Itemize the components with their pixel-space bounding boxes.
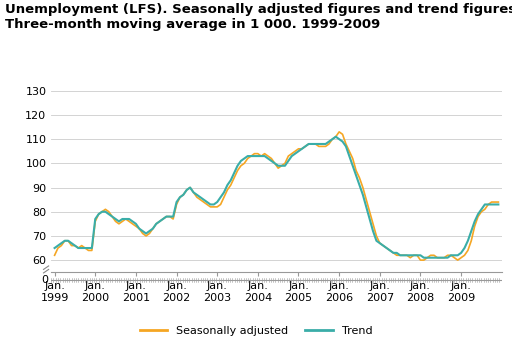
Seasonally adjusted	[417, 258, 423, 262]
Seasonally adjusted	[411, 253, 417, 257]
Trend	[414, 253, 420, 257]
Seasonally adjusted	[336, 130, 342, 134]
Text: 0: 0	[41, 275, 49, 285]
Trend	[495, 202, 501, 207]
Trend	[201, 198, 207, 202]
Line: Seasonally adjusted: Seasonally adjusted	[55, 132, 498, 260]
Legend: Seasonally adjusted, Trend: Seasonally adjusted, Trend	[135, 321, 377, 340]
Seasonally adjusted	[414, 253, 420, 257]
Seasonally adjusted	[495, 200, 501, 204]
Trend	[52, 246, 58, 250]
Line: Trend: Trend	[55, 137, 498, 258]
Trend	[411, 253, 417, 257]
Trend	[333, 135, 339, 139]
Seasonally adjusted	[201, 200, 207, 204]
Trend	[89, 246, 95, 250]
Trend	[187, 185, 193, 190]
Seasonally adjusted	[89, 248, 95, 253]
Seasonally adjusted	[187, 185, 193, 190]
Seasonally adjusted	[105, 210, 112, 214]
Trend	[105, 212, 112, 216]
Seasonally adjusted	[52, 253, 58, 257]
Text: Unemployment (LFS). Seasonally adjusted figures and trend figures.
Three-month m: Unemployment (LFS). Seasonally adjusted …	[5, 3, 512, 31]
Trend	[421, 255, 427, 260]
